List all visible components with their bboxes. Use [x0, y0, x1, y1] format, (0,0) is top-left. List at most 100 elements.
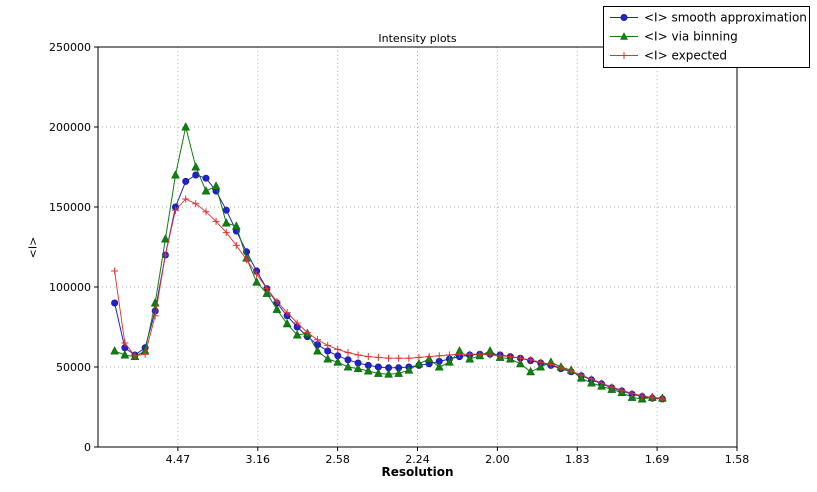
- plus-marker: [171, 206, 179, 214]
- plus-marker: [587, 375, 595, 383]
- triangle-marker: [536, 362, 546, 371]
- y-tick-label: 0: [84, 441, 91, 454]
- triangle-marker: [373, 368, 383, 377]
- plus-marker: [496, 352, 504, 360]
- triangle-marker: [333, 357, 343, 366]
- plus-marker: [303, 329, 311, 337]
- plus-marker: [293, 319, 301, 327]
- triangle-marker: [272, 304, 282, 313]
- plus-marker: [222, 229, 230, 237]
- plus-marker: [273, 297, 281, 305]
- circle-marker: [344, 356, 352, 364]
- plus-marker: [344, 349, 352, 357]
- plus-marker: [415, 353, 423, 361]
- plus-marker: [567, 367, 575, 375]
- plus-marker: [395, 354, 403, 362]
- gridlines: [98, 46, 738, 448]
- x-tick-label: 4.47: [166, 453, 191, 466]
- triangle-marker: [620, 32, 628, 40]
- plus-marker: [547, 361, 555, 369]
- plus-marker: [456, 350, 464, 358]
- legend-item: <I> expected: [610, 49, 727, 63]
- plus-marker: [608, 383, 616, 391]
- axis-ticks: 4.47 3.16 2.58 2.24 2.00 1.83 1.69 1.58 0 50000 10…: [49, 41, 749, 466]
- circle-marker: [222, 206, 230, 214]
- legend-label: <I> via binning: [644, 30, 738, 44]
- plus-marker: [385, 354, 393, 362]
- triangle-marker: [363, 366, 373, 375]
- y-axis-label: <I>: [26, 236, 40, 259]
- triangle-marker: [292, 330, 302, 339]
- x-tick-label: 2.00: [485, 453, 510, 466]
- triangle-marker: [323, 354, 333, 363]
- triangle-marker: [161, 234, 170, 243]
- plus-marker: [313, 336, 321, 344]
- plus-marker: [253, 270, 261, 278]
- legend-label: <I> smooth approximation: [644, 11, 807, 25]
- x-tick-label: 1.58: [725, 453, 750, 466]
- plus-marker: [405, 354, 413, 362]
- triangle-marker: [262, 288, 272, 297]
- plus-marker: [516, 354, 524, 362]
- legend: <I> smooth approximation <I> via binning <…: [603, 6, 810, 68]
- plus-marker: [182, 195, 190, 203]
- triangle-marker: [515, 358, 525, 368]
- triangle-marker: [343, 362, 353, 371]
- plus-marker: [283, 309, 291, 317]
- chart-title: Intensity plots: [378, 32, 457, 45]
- triangle-marker: [191, 162, 201, 171]
- triangle-marker: [201, 186, 211, 195]
- circle-marker: [111, 299, 119, 307]
- x-axis-label: Resolution: [381, 465, 454, 479]
- plus-marker: [161, 251, 169, 259]
- plus-marker: [354, 351, 362, 359]
- plus-marker: [557, 364, 565, 372]
- plus-marker: [486, 351, 494, 359]
- plus-marker: [628, 389, 636, 397]
- y-tick-label: 50000: [56, 361, 91, 374]
- plus-marker: [141, 350, 149, 358]
- plus-marker: [151, 312, 159, 320]
- plus-marker: [131, 352, 139, 360]
- plus-marker: [202, 208, 210, 216]
- plus-marker: [648, 393, 656, 401]
- triangle-marker: [221, 218, 231, 227]
- triangle-marker: [231, 221, 241, 230]
- plus-marker: [618, 386, 626, 394]
- plus-marker: [620, 52, 628, 59]
- triangle-marker: [394, 368, 404, 377]
- triangle-marker: [414, 358, 424, 368]
- plus-marker: [364, 353, 372, 361]
- circle-marker: [182, 177, 190, 185]
- x-tick-label: 2.24: [405, 453, 430, 466]
- plus-marker: [334, 345, 342, 353]
- plus-marker: [577, 371, 585, 379]
- y-tick-label: 150000: [49, 201, 91, 214]
- triangle-marker: [465, 354, 475, 363]
- plus-marker: [243, 256, 251, 264]
- plus-marker: [263, 285, 271, 293]
- y-tick-label: 100000: [49, 281, 91, 294]
- circle-marker: [620, 14, 628, 22]
- plus-marker: [598, 379, 606, 387]
- plus-marker: [435, 352, 443, 360]
- triangle-marker: [120, 350, 130, 359]
- triangle-marker: [445, 357, 454, 366]
- plus-marker: [445, 351, 453, 359]
- triangle-marker: [384, 369, 393, 378]
- triangle-marker: [171, 170, 180, 179]
- plus-marker: [506, 353, 514, 361]
- triangle-marker: [313, 346, 322, 355]
- plus-marker: [466, 350, 474, 358]
- triangle-marker: [353, 363, 363, 373]
- plus-marker: [527, 356, 535, 364]
- plus-marker: [638, 392, 646, 400]
- plus-marker: [425, 353, 433, 361]
- x-tick-label: 3.16: [246, 453, 271, 466]
- plus-marker: [192, 200, 200, 208]
- triangle-marker: [282, 318, 292, 328]
- plus-marker: [537, 358, 545, 366]
- plus-marker: [658, 395, 666, 403]
